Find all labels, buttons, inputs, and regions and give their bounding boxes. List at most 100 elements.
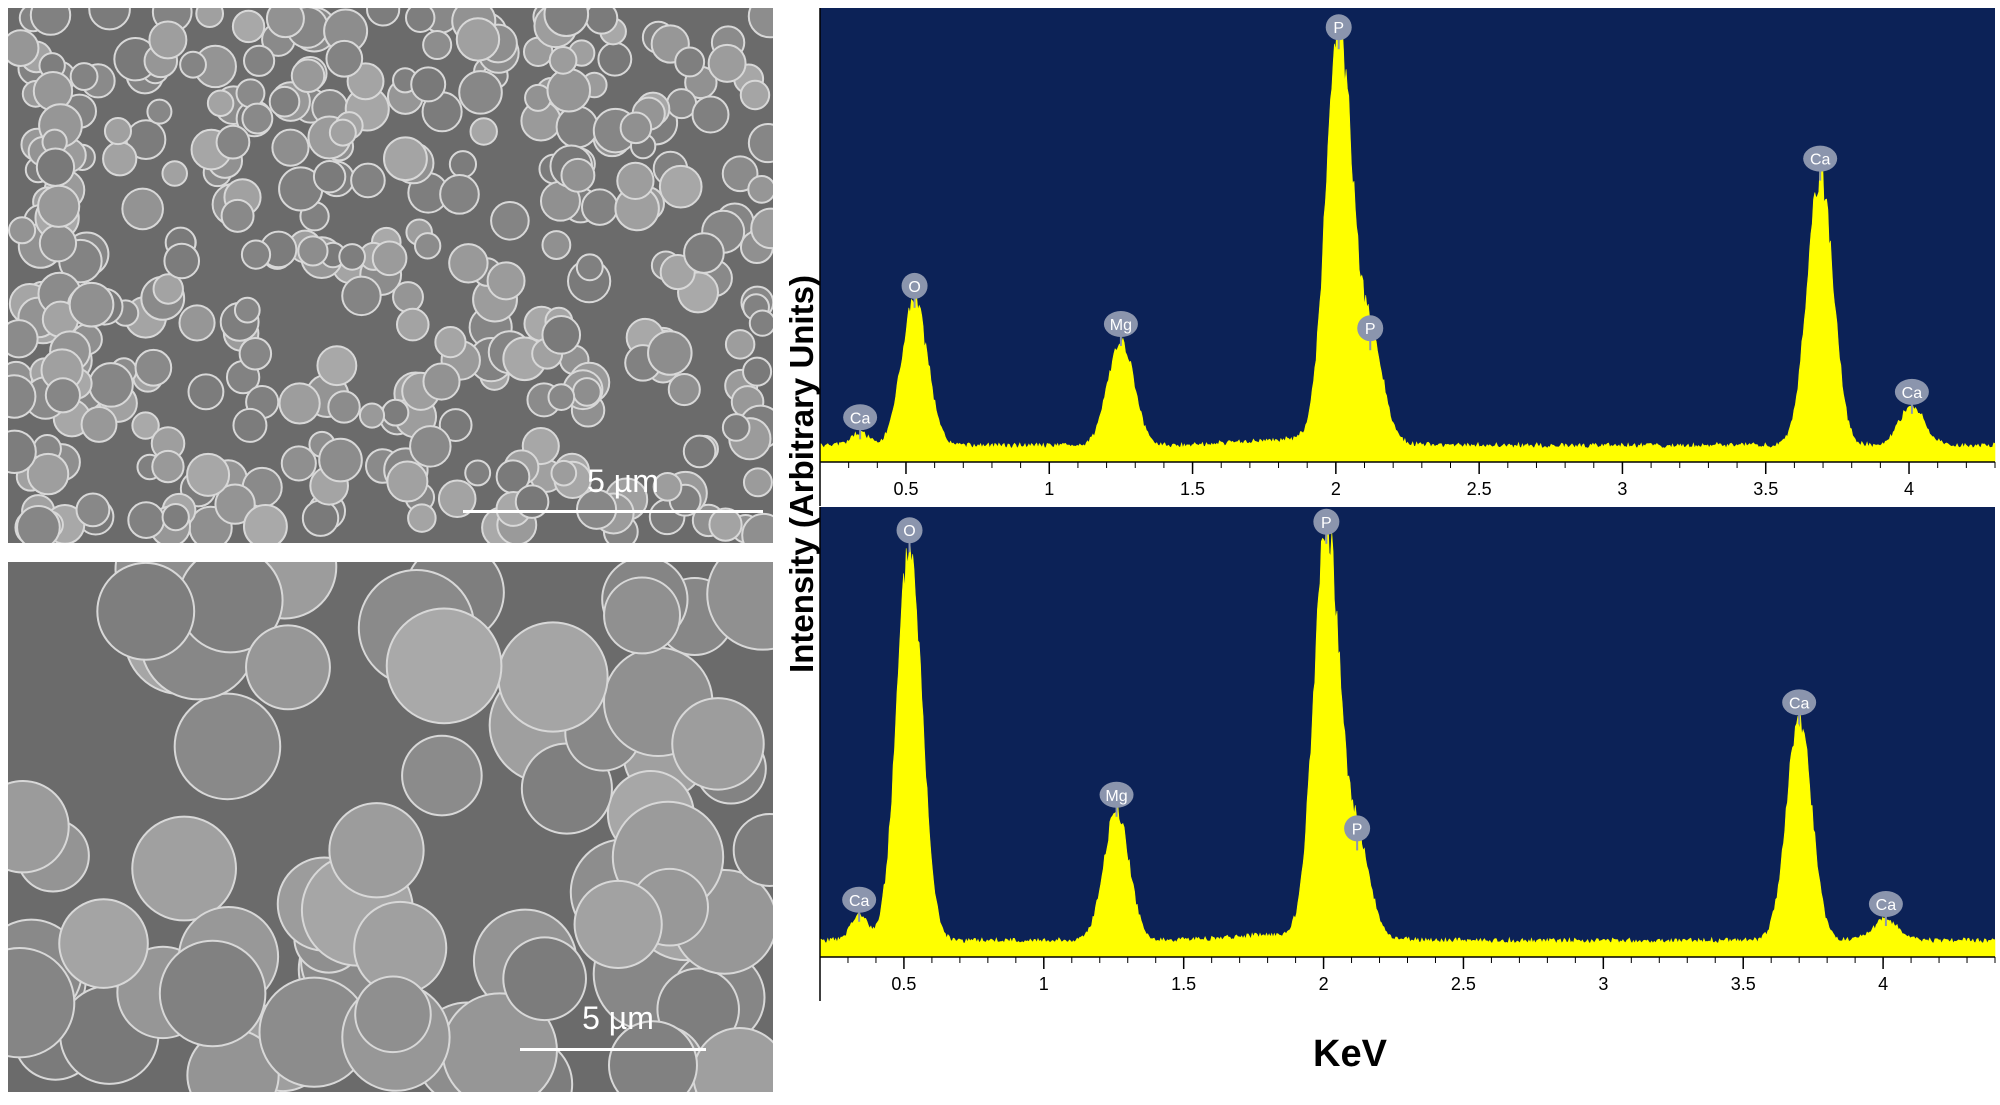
peak-label-mg: Mg: [1099, 781, 1134, 817]
sem-particle: [395, 307, 430, 342]
sem-particle: [297, 235, 329, 267]
sem-particle: [682, 434, 717, 469]
sem-particle: [327, 390, 361, 424]
x-tick-label: 2: [1331, 479, 1341, 499]
sem-particle: [241, 102, 274, 135]
peak-label-ca: Ca: [1894, 378, 1929, 414]
sem-particle: [88, 8, 131, 31]
sem-particle: [328, 118, 357, 147]
sem-particle: [708, 507, 743, 542]
sem-particle: [747, 175, 773, 204]
sem-particle: [69, 62, 99, 91]
sem-particle: [358, 402, 386, 429]
sem-particle: [667, 373, 701, 407]
sem-particle: [240, 239, 272, 270]
sem-particle: [674, 46, 706, 78]
x-tick-label: 4: [1904, 479, 1914, 499]
sem-particle: [747, 123, 773, 164]
sem-particle: [732, 813, 773, 887]
peak-label-bubble: [1782, 689, 1817, 716]
sem-particle: [724, 329, 756, 360]
sem-particle: [148, 20, 188, 60]
peak-label-text: Ca: [1810, 152, 1831, 169]
x-axis-label: KeV: [1313, 1033, 1387, 1075]
sem-particle: [75, 492, 111, 528]
sem-particle: [242, 44, 276, 77]
peak-label-bubble: [1103, 311, 1138, 337]
sem-particle: [186, 452, 231, 497]
peak-label-o: O: [896, 517, 923, 553]
spectrum-area: [819, 510, 1996, 958]
sem-particle: [152, 273, 184, 305]
sem-particle: [242, 504, 288, 543]
sem-particle: [550, 459, 578, 487]
sem-particle: [245, 624, 331, 711]
sem-particle: [502, 936, 587, 1022]
sem-particle: [691, 95, 730, 134]
sem-particle: [385, 607, 503, 725]
sem-particle: [750, 207, 773, 250]
sem-particle: [26, 452, 70, 496]
scale-bar: [520, 1048, 706, 1051]
sem-particle: [422, 29, 453, 61]
scale-bar-label: 5 µm: [587, 463, 659, 499]
x-tick-label: 1.5: [1180, 479, 1205, 499]
x-tick-label: 3: [1617, 479, 1627, 499]
sem-particle: [619, 111, 653, 145]
sem-particle: [58, 898, 149, 989]
sem-particle: [121, 187, 164, 231]
sem-particle: [575, 253, 604, 282]
sem-particle: [161, 502, 190, 532]
sem-particle: [747, 8, 773, 39]
sem-particle: [134, 348, 173, 387]
x-tick-label: 0.5: [893, 479, 918, 499]
peak-label-text: Ca: [1902, 385, 1923, 402]
sem-particle: [8, 374, 37, 419]
peak-label-bubble: [1313, 508, 1340, 535]
x-tick-label: 0.5: [891, 974, 916, 994]
sem-particle: [146, 98, 173, 125]
sem-particle: [365, 8, 401, 27]
sem-particle: [8, 29, 40, 67]
peak-label-bubble: [1344, 815, 1371, 842]
sem-particle: [318, 437, 363, 483]
sem-particle: [271, 128, 310, 167]
peak-label-bubble: [901, 272, 928, 299]
scale-bar-label: 5 µm: [582, 1000, 654, 1036]
sem-particle: [316, 345, 358, 387]
sem-particle: [278, 382, 321, 425]
x-tick-label: 1: [1039, 974, 1049, 994]
peak-label-bubble: [1894, 378, 1929, 405]
peak-label-p: P: [1325, 14, 1352, 50]
sem-particle: [514, 484, 550, 519]
sem-particle: [151, 449, 185, 484]
sem-particle: [741, 512, 773, 543]
sem-particle: [386, 460, 429, 503]
sem-particle: [215, 124, 251, 160]
sem-particle: [543, 8, 590, 38]
peak-label-text: Ca: [849, 893, 870, 910]
sem-particle: [603, 576, 682, 655]
peak-label-text: O: [908, 279, 920, 296]
sem-particle: [80, 405, 118, 443]
peak-label-p: P: [1344, 815, 1371, 851]
sem-particle: [434, 326, 467, 359]
sem-particle: [29, 8, 72, 36]
sem-particle: [439, 174, 480, 215]
sem-particle: [575, 488, 618, 530]
sem-particle: [8, 319, 39, 359]
sem-particle: [458, 70, 503, 115]
peak-label-bubble: [896, 517, 923, 544]
sem-texture: [8, 8, 773, 543]
peak-label-text: Mg: [1110, 317, 1132, 334]
x-tick-label: 3: [1598, 974, 1608, 994]
sem-particle: [312, 160, 347, 194]
peak-label-text: P: [1333, 20, 1344, 37]
peak-label-bubble: [1357, 315, 1384, 342]
sem-particle: [290, 58, 326, 94]
sem-particle: [547, 383, 576, 411]
sem-particle: [179, 50, 207, 79]
peak-label-p: P: [1313, 508, 1340, 544]
sem-particle: [541, 230, 572, 260]
sem-particle: [280, 445, 317, 482]
